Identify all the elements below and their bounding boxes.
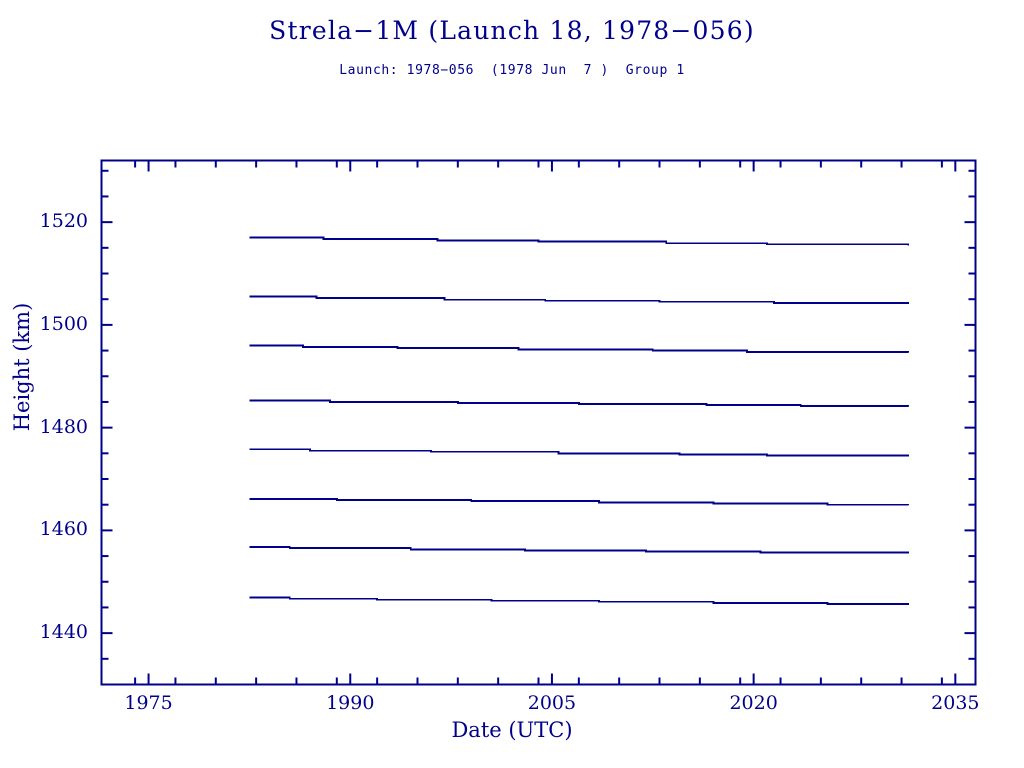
x-tick-label: 2005: [527, 692, 577, 714]
x-tick-label: 2035: [931, 692, 980, 714]
data-line-3: [249, 344, 910, 354]
data-line-6: [249, 498, 910, 506]
x-axis-label: Date (UTC): [451, 718, 573, 742]
x-tick-label: 1975: [124, 692, 173, 714]
data-line-8: [249, 596, 910, 605]
plot-frame: [100, 159, 977, 686]
data-line-7: [249, 545, 910, 554]
chart-subtitle: Launch: 1978−056 (1978 Jun 7 ) Group 1: [339, 63, 685, 78]
x-tick-label: 2020: [729, 692, 778, 714]
y-tick-label: 1480: [39, 415, 88, 438]
data-line-2: [249, 295, 910, 304]
data-line-1: [249, 236, 910, 246]
y-tick-label: 1460: [39, 518, 88, 541]
y-tick-label: 1520: [39, 210, 88, 233]
chart-title: Strela−1M (Launch 18, 1978−056): [269, 16, 755, 45]
data-line-4: [249, 399, 910, 408]
data-line-5: [249, 448, 910, 457]
y-tick-label: 1440: [39, 621, 88, 644]
y-tick-label: 1500: [39, 312, 88, 335]
x-tick-label: 1990: [326, 692, 375, 714]
